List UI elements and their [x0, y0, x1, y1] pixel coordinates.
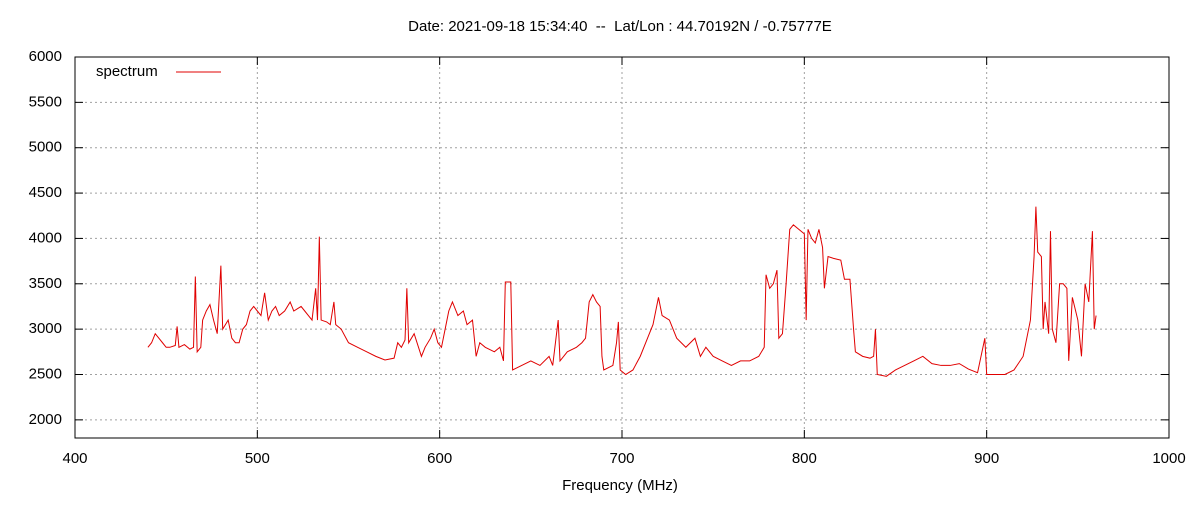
y-tick-label: 3500: [29, 275, 62, 292]
series-line: [147, 206, 1097, 377]
y-tick-label: 5000: [29, 139, 62, 156]
x-tick-label: 400: [62, 450, 87, 467]
y-tick-label: 2000: [29, 411, 62, 428]
x-tick-label: 500: [245, 450, 270, 467]
x-tick-label: 800: [792, 450, 817, 467]
x-axis-label: Frequency (MHz): [562, 477, 678, 494]
x-tick-label: 900: [974, 450, 999, 467]
y-tick-label: 4500: [29, 184, 62, 201]
x-tick-label: 600: [427, 450, 452, 467]
legend-label: spectrum: [96, 63, 158, 80]
plot-frame: [74, 56, 1170, 439]
y-tick-label: 4000: [29, 229, 62, 246]
y-tick-label: 2500: [29, 365, 62, 382]
x-tick-label: 1000: [1152, 450, 1185, 467]
x-tick-label: 700: [609, 450, 634, 467]
y-tick-label: 6000: [29, 48, 62, 65]
chart-title: Date: 2021-09-18 15:34:40 -- Lat/Lon : 4…: [408, 18, 832, 35]
y-tick-label: 3000: [29, 320, 62, 337]
y-tick-label: 5500: [29, 93, 62, 110]
